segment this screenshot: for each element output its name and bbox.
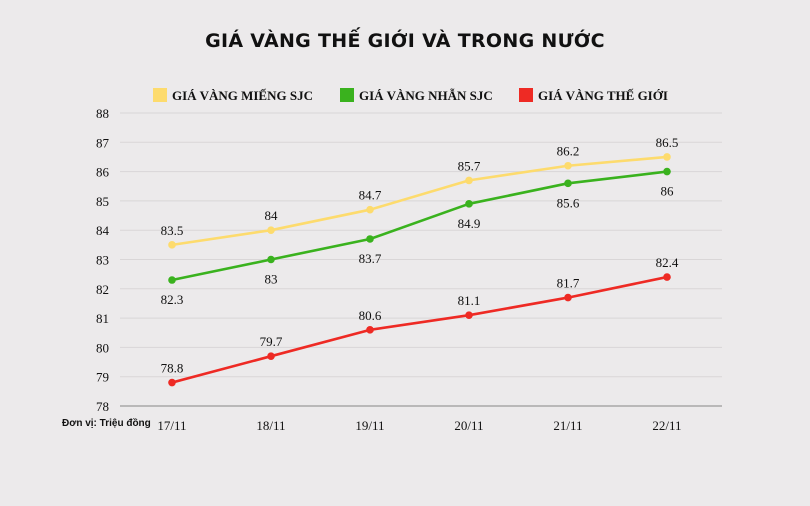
data-point [267, 352, 275, 360]
data-point [564, 161, 572, 170]
data-label: 83.7 [359, 251, 382, 266]
data-point [465, 200, 473, 208]
data-label: 84.9 [458, 216, 481, 231]
x-tick-label: 20/11 [454, 418, 483, 433]
data-label: 81.7 [557, 276, 580, 291]
legend-label: GIÁ VÀNG THẾ GIỚI [538, 88, 668, 103]
data-label: 82.4 [656, 255, 679, 270]
data-point [663, 153, 671, 161]
y-tick-label: 81 [96, 311, 109, 326]
data-label: 85.6 [557, 195, 580, 210]
legend-swatch [153, 88, 167, 102]
data-point [267, 255, 275, 264]
data-point [465, 176, 473, 185]
y-tick-label: 80 [96, 340, 109, 355]
y-tick-label: 87 [96, 135, 110, 150]
data-label: 85.7 [458, 158, 481, 173]
data-point [564, 293, 572, 302]
data-point [465, 311, 473, 319]
data-label: 84.7 [359, 188, 382, 203]
data-point [267, 226, 275, 234]
data-point [564, 179, 572, 188]
y-tick-label: 83 [96, 253, 109, 268]
x-tick-label: 21/11 [553, 418, 582, 433]
y-tick-label: 78 [96, 399, 109, 414]
x-tick-label: 18/11 [256, 418, 285, 433]
unit-note: Đơn vị: Triệu đồng [62, 418, 151, 429]
data-label: 80.6 [359, 308, 382, 323]
y-tick-label: 82 [96, 282, 109, 297]
data-label: 86.5 [656, 135, 679, 150]
data-point [366, 235, 374, 243]
series-line [170, 170, 669, 282]
legend-label: GIÁ VÀNG NHẪN SJC [359, 88, 493, 103]
data-label: 86.2 [557, 144, 580, 159]
y-tick-label: 86 [96, 165, 110, 180]
data-point [366, 326, 374, 334]
data-label: 79.7 [260, 334, 283, 349]
x-tick-label: 19/11 [355, 418, 384, 433]
data-label: 84 [265, 208, 279, 223]
data-point [168, 276, 176, 284]
chart-title: GIÁ VÀNG THẾ GIỚI VÀ TRONG NƯỚC [205, 30, 605, 52]
data-label: 81.1 [458, 293, 481, 308]
y-tick-label: 79 [96, 370, 109, 385]
legend-label: GIÁ VÀNG MIẾNG SJC [172, 88, 313, 103]
data-point [168, 241, 176, 249]
data-label: 78.8 [161, 361, 184, 376]
data-point [366, 205, 374, 214]
data-label: 86 [661, 184, 675, 199]
data-label: 83.5 [161, 223, 184, 238]
data-point [663, 167, 671, 176]
y-tick-label: 84 [96, 223, 110, 238]
x-tick-label: 22/11 [652, 418, 681, 433]
data-label: 82.3 [161, 292, 184, 307]
x-tick-label: 17/11 [157, 418, 186, 433]
series-line [170, 155, 669, 247]
data-label: 83 [265, 272, 278, 287]
data-point [168, 378, 176, 387]
legend-swatch [519, 88, 533, 102]
series-line [170, 275, 669, 384]
y-tick-label: 88 [96, 106, 109, 121]
data-point [663, 273, 671, 281]
y-tick-label: 85 [96, 194, 109, 209]
legend-swatch [340, 88, 354, 102]
